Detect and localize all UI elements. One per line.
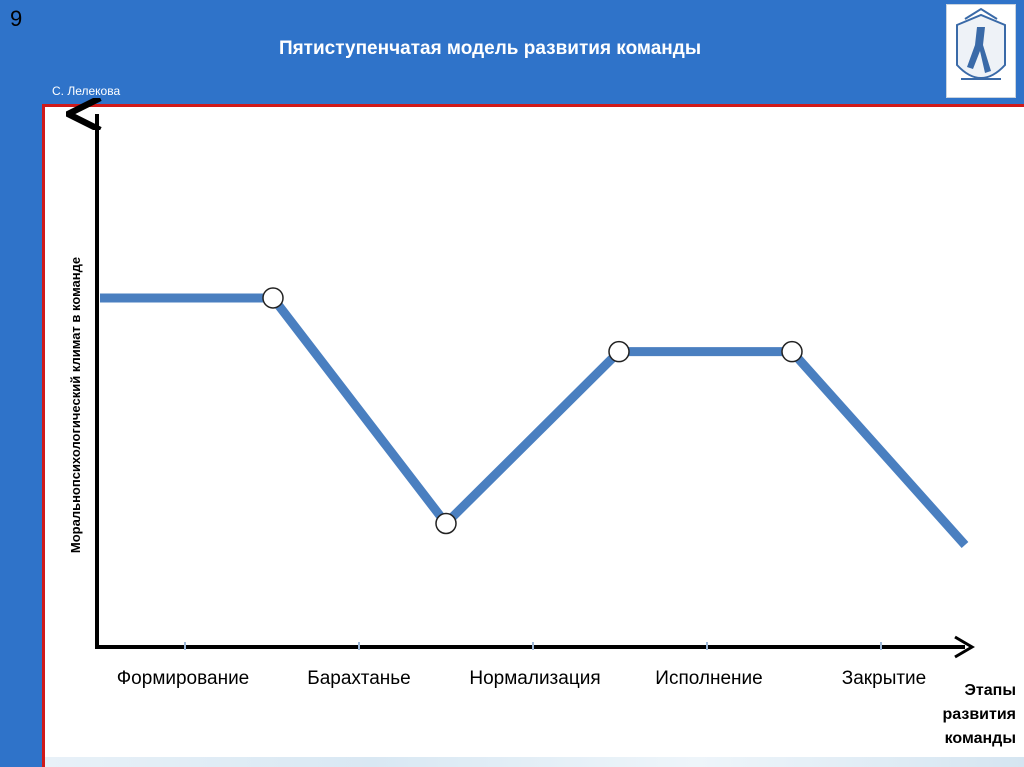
x-tick-labels: Формирование Барахтанье Нормализация Исполн…	[117, 668, 926, 689]
x-tick-label: Формирование	[117, 668, 250, 689]
author-label: С. Лелекова	[52, 84, 121, 98]
x-axis-label: Этапы развития команды	[943, 682, 1017, 747]
series-line	[100, 293, 969, 548]
y-axis-label: Моральнопсихологический климат в команде	[68, 257, 83, 553]
x-tick-label: Нормализация	[469, 668, 600, 689]
x-axis-arrowhead	[954, 635, 975, 659]
data-point	[781, 340, 803, 363]
university-emblem-icon	[946, 4, 1016, 98]
x-axis-label-line: развития	[943, 706, 1017, 723]
chart-series	[100, 287, 969, 548]
panel-frost-strip	[45, 757, 1024, 767]
data-point	[435, 512, 457, 535]
x-axis-label-line: команды	[945, 730, 1016, 747]
slide-title: Пятиступенчатая модель развития команды	[278, 38, 702, 59]
x-tick-label: Исполнение	[655, 668, 762, 689]
data-point	[608, 340, 630, 363]
data-point	[262, 287, 284, 309]
x-tick-label: Закрытие	[842, 668, 926, 689]
x-tick-label: Барахтанье	[307, 668, 410, 689]
chart-axes	[95, 114, 975, 659]
x-axis-label-line: Этапы	[965, 682, 1016, 699]
slide-number: 9	[10, 6, 23, 31]
